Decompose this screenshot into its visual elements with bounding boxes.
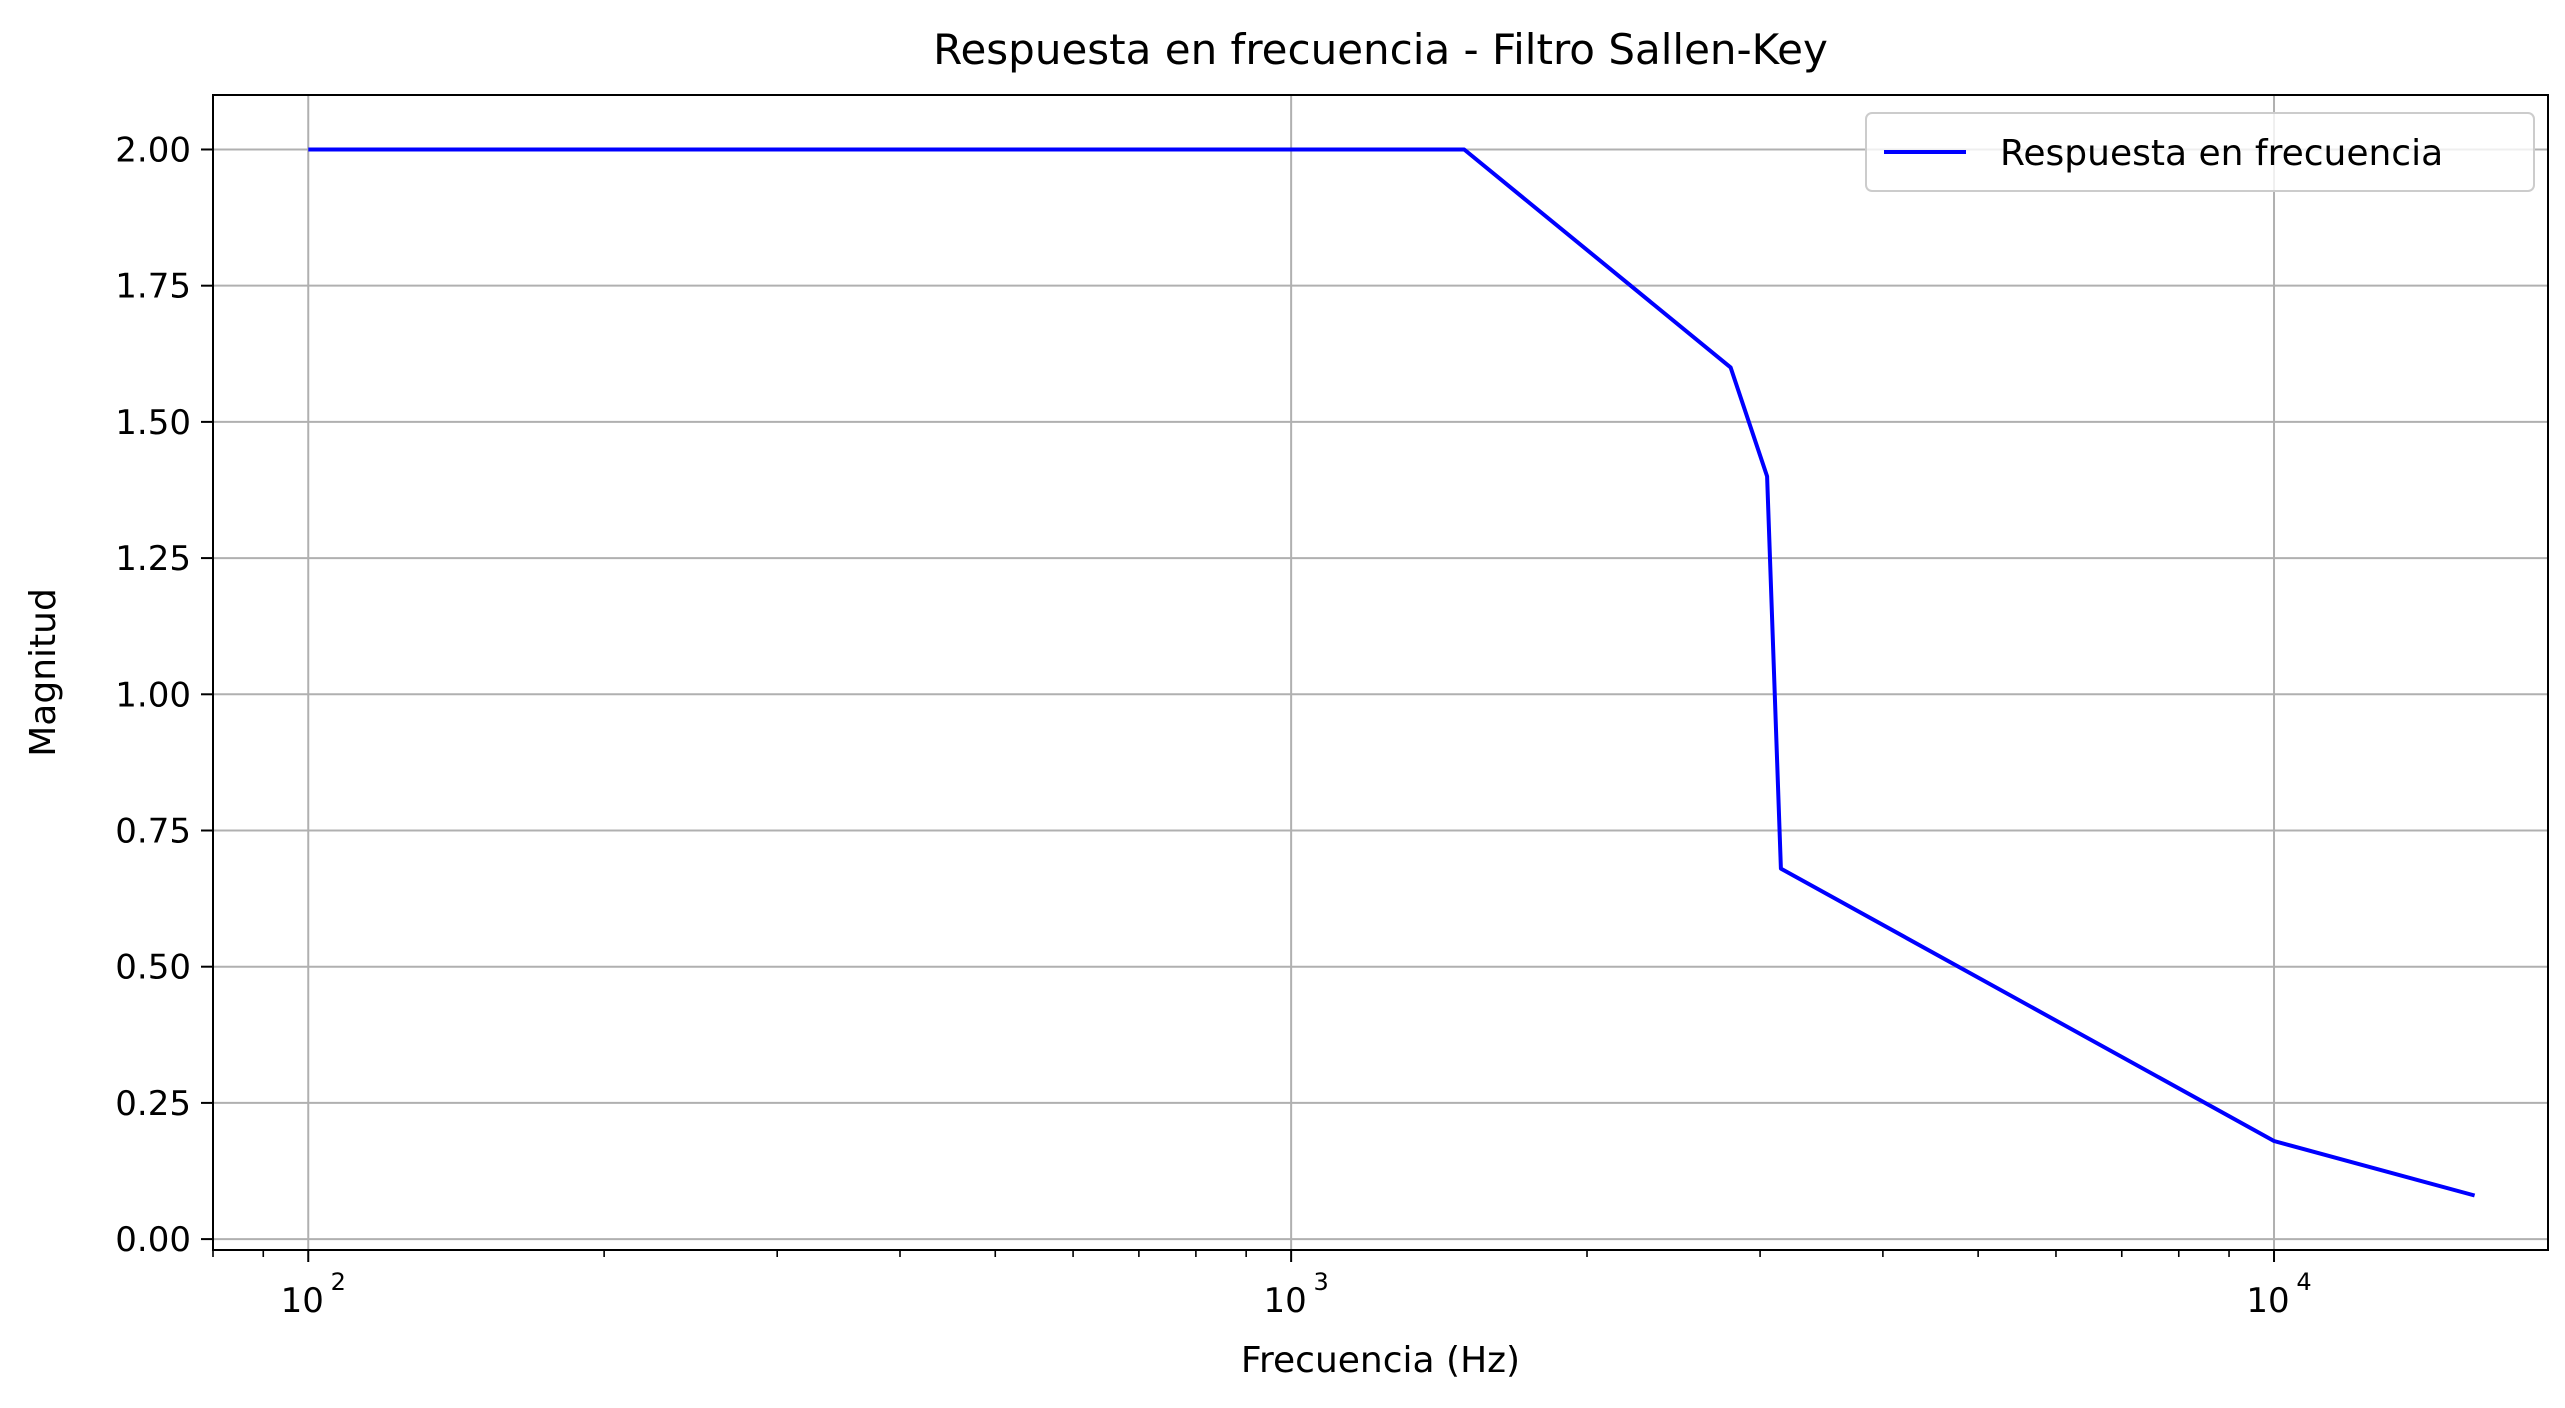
chart-title: Respuesta en frecuencia - Filtro Sallen-… <box>933 25 1828 74</box>
x-axis-label: Frecuencia (Hz) <box>1241 1340 1520 1381</box>
legend-label: Respuesta en frecuencia <box>2000 133 2443 174</box>
y-tick-label: 0.25 <box>115 1084 191 1124</box>
y-tick-label: 1.25 <box>115 539 191 579</box>
y-tick-label: 0.00 <box>115 1220 191 1260</box>
y-tick-label: 1.00 <box>115 675 191 715</box>
y-axis-label: Magnitud <box>23 588 64 757</box>
y-tick-label: 1.50 <box>115 403 191 443</box>
series-line <box>308 147 2476 1198</box>
x-tick-label: 10 <box>1264 1281 1307 1321</box>
y-tick-label: 0.75 <box>115 811 191 851</box>
x-tick-label: 10 <box>2246 1281 2289 1321</box>
y-tick-label: 1.75 <box>115 267 191 307</box>
legend-box <box>1865 112 2535 192</box>
y-tick-label: 0.50 <box>115 948 191 988</box>
x-tick-exponent: 3 <box>1313 1268 1328 1296</box>
x-tick-exponent: 4 <box>2296 1268 2311 1296</box>
x-tick-label: 10 <box>281 1281 324 1321</box>
plot-frame <box>212 94 2549 1251</box>
legend: Respuesta en frecuencia <box>1865 112 2535 192</box>
x-tick-exponent: 2 <box>331 1268 346 1296</box>
series-layer <box>308 147 2476 1198</box>
y-tick-label: 2.00 <box>115 130 191 170</box>
